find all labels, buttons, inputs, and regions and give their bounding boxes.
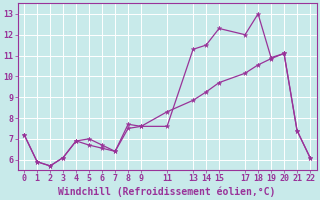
X-axis label: Windchill (Refroidissement éolien,°C): Windchill (Refroidissement éolien,°C): [58, 186, 276, 197]
